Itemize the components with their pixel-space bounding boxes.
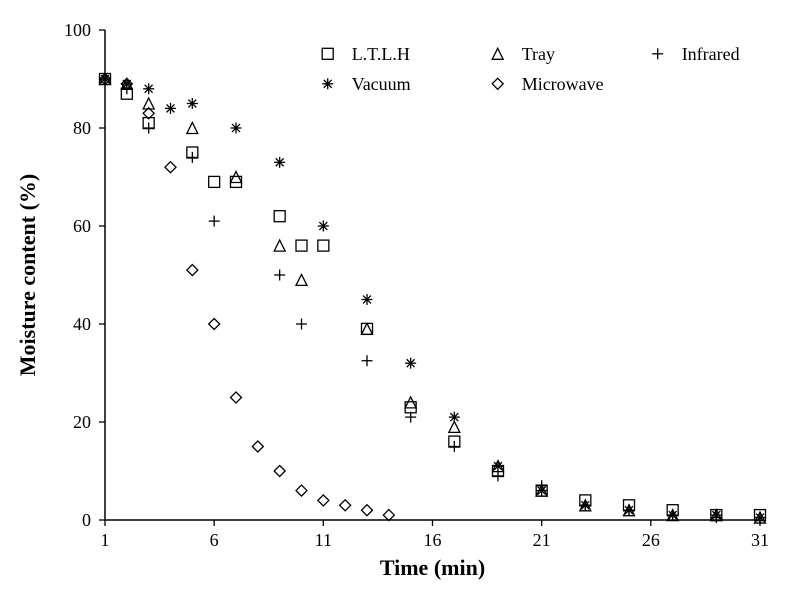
marker-asterisk xyxy=(100,74,111,85)
legend-label-infrared: Infrared xyxy=(682,44,740,64)
marker-asterisk xyxy=(580,500,591,511)
marker-triangle xyxy=(449,421,460,432)
marker-diamond xyxy=(252,441,263,452)
marker-asterisk xyxy=(667,510,678,521)
marker-diamond xyxy=(362,505,373,516)
marker-square xyxy=(318,240,329,251)
marker-asterisk xyxy=(624,505,635,516)
marker-plus xyxy=(209,216,220,227)
marker-diamond xyxy=(165,162,176,173)
x-tick-label: 11 xyxy=(315,530,332,550)
scatter-chart: 161116212631020406080100Time (min)Moistu… xyxy=(0,0,792,593)
marker-asterisk xyxy=(493,461,504,472)
y-tick-label: 20 xyxy=(73,412,91,432)
y-tick-label: 100 xyxy=(64,20,91,40)
marker-plus xyxy=(449,441,460,452)
y-tick-label: 40 xyxy=(73,314,91,334)
y-tick-label: 80 xyxy=(73,118,91,138)
x-tick-label: 26 xyxy=(642,530,660,550)
marker-asterisk xyxy=(318,221,329,232)
marker-asterisk xyxy=(165,103,176,114)
marker-diamond xyxy=(296,485,307,496)
x-tick-label: 16 xyxy=(424,530,442,550)
marker-asterisk xyxy=(274,157,285,168)
marker-triangle xyxy=(187,123,198,134)
x-tick-label: 31 xyxy=(751,530,769,550)
marker-diamond xyxy=(492,78,503,89)
marker-plus xyxy=(296,319,307,330)
marker-square xyxy=(209,176,220,187)
marker-asterisk xyxy=(755,512,766,523)
marker-asterisk xyxy=(362,294,373,305)
marker-asterisk xyxy=(536,485,547,496)
marker-asterisk xyxy=(405,358,416,369)
x-tick-label: 1 xyxy=(101,530,110,550)
marker-diamond xyxy=(383,510,394,521)
marker-triangle xyxy=(362,323,373,334)
marker-square xyxy=(296,240,307,251)
marker-diamond xyxy=(209,319,220,330)
marker-square xyxy=(322,48,333,59)
x-tick-label: 6 xyxy=(210,530,219,550)
chart-svg: 161116212631020406080100Time (min)Moistu… xyxy=(0,0,792,593)
marker-plus xyxy=(274,270,285,281)
marker-asterisk xyxy=(449,412,460,423)
marker-plus xyxy=(143,123,154,134)
marker-asterisk xyxy=(231,123,242,134)
marker-diamond xyxy=(318,495,329,506)
marker-triangle xyxy=(274,240,285,251)
y-axis-title: Moisture content (%) xyxy=(15,174,40,376)
legend-label-microwave: Microwave xyxy=(522,74,604,94)
marker-plus xyxy=(362,355,373,366)
marker-square xyxy=(362,323,373,334)
marker-diamond xyxy=(231,392,242,403)
marker-asterisk xyxy=(322,78,333,89)
marker-diamond xyxy=(274,466,285,477)
legend-label-ltlh: L.T.L.H xyxy=(352,44,410,64)
x-axis-title: Time (min) xyxy=(380,555,485,580)
y-tick-label: 0 xyxy=(82,510,91,530)
marker-plus xyxy=(187,152,198,163)
marker-diamond xyxy=(340,500,351,511)
marker-asterisk xyxy=(187,98,198,109)
marker-plus xyxy=(652,48,663,59)
marker-square xyxy=(274,211,285,222)
marker-triangle xyxy=(492,48,503,59)
marker-asterisk xyxy=(143,83,154,94)
marker-diamond xyxy=(187,265,198,276)
y-tick-label: 60 xyxy=(73,216,91,236)
marker-triangle xyxy=(296,274,307,285)
marker-asterisk xyxy=(121,78,132,89)
legend-label-vacuum: Vacuum xyxy=(352,74,411,94)
x-tick-label: 21 xyxy=(533,530,551,550)
marker-asterisk xyxy=(711,510,722,521)
legend-label-tray: Tray xyxy=(522,44,555,64)
